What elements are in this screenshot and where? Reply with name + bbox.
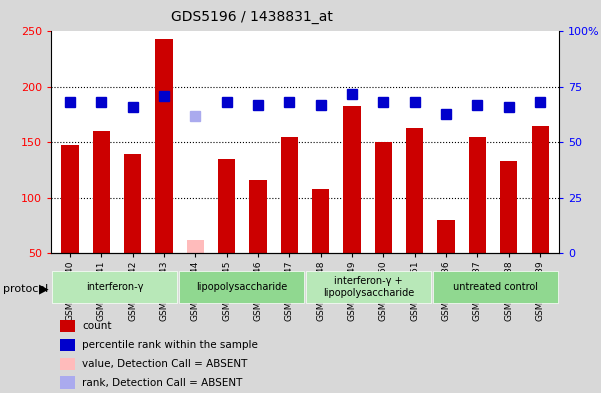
Text: rank, Detection Call = ABSENT: rank, Detection Call = ABSENT [82, 378, 243, 388]
FancyBboxPatch shape [433, 271, 558, 303]
Bar [124, 154, 141, 253]
Bar [61, 145, 79, 253]
Bar [469, 137, 486, 253]
Text: ▶: ▶ [39, 282, 49, 296]
Bar [343, 106, 361, 253]
Bar [531, 126, 549, 253]
Bar [375, 143, 392, 253]
Bar [500, 162, 517, 253]
FancyBboxPatch shape [179, 271, 304, 303]
Text: count: count [82, 321, 112, 331]
Bar [438, 220, 455, 253]
Bar [281, 137, 298, 253]
Bar [218, 159, 235, 253]
Text: percentile rank within the sample: percentile rank within the sample [82, 340, 258, 350]
Bar [249, 180, 267, 253]
Bar [312, 189, 329, 253]
Text: lipopolysaccharide: lipopolysaccharide [196, 282, 287, 292]
Bar [187, 240, 204, 253]
Text: protocol: protocol [3, 284, 48, 294]
Text: GDS5196 / 1438831_at: GDS5196 / 1438831_at [171, 10, 334, 24]
Bar [155, 39, 172, 253]
FancyBboxPatch shape [307, 271, 431, 303]
Bar [406, 128, 423, 253]
FancyBboxPatch shape [52, 271, 177, 303]
Text: value, Detection Call = ABSENT: value, Detection Call = ABSENT [82, 359, 248, 369]
Bar [93, 131, 110, 253]
Text: interferon-γ +
lipopolysaccharide: interferon-γ + lipopolysaccharide [323, 276, 414, 298]
Text: untreated control: untreated control [453, 282, 538, 292]
Text: interferon-γ: interferon-γ [86, 282, 143, 292]
